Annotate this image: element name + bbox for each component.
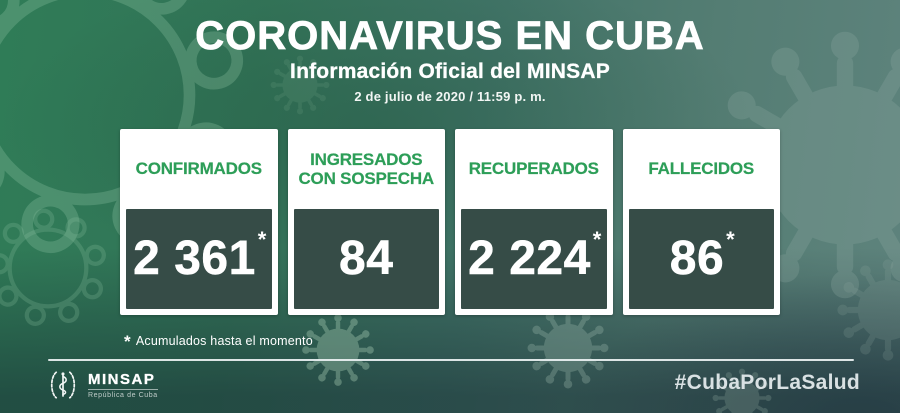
stat-label: CONFIRMADOS <box>135 159 263 179</box>
stat-value: 2 224 <box>468 232 591 285</box>
stat-value: 84 <box>339 232 394 285</box>
minsap-wordmark: MINSAP <box>88 370 156 388</box>
page-title: CORONAVIRUS EN CUBA <box>195 14 705 59</box>
hashtag-cuba-por-la-salud: #CubaPorLaSalud <box>674 371 860 394</box>
minsap-emblem-icon <box>50 371 76 399</box>
stat-card-recuperados: RECUPERADOS 2 224 * <box>455 129 613 315</box>
stat-card-confirmados: CONFIRMADOS 2 361 * <box>120 129 278 315</box>
report-date: 2 de julio de 2020 / 11:59 p. m. <box>354 89 546 104</box>
stat-card-ingresados: INGRESADOS CON SOSPECHA 84 <box>287 129 445 315</box>
stat-panel: 2 361 * <box>126 209 272 309</box>
stats-row: CONFIRMADOS 2 361 * INGRESADOS CON SOSPEC… <box>120 129 780 315</box>
stat-panel: 2 224 * <box>461 209 607 309</box>
minsap-logo-subtext: República de Cuba <box>88 391 158 399</box>
page-subtitle: Información Oficial del MINSAP <box>290 60 610 83</box>
footnote-asterisk: * <box>124 332 131 351</box>
stat-card-fallecidos: FALLECIDOS 86 * <box>622 129 780 315</box>
stat-label: FALLECIDOS <box>648 159 755 179</box>
minsap-logo-text: MINSAP República de Cuba <box>88 370 158 399</box>
stat-value: 2 361 <box>133 232 256 285</box>
stat-panel: 84 <box>293 209 439 309</box>
stat-value: 86 <box>669 232 725 285</box>
stat-label: RECUPERADOS <box>468 159 599 179</box>
footnote-text: Acumulados hasta el momento <box>135 334 313 348</box>
stat-label: INGRESADOS CON SOSPECHA <box>298 149 434 188</box>
stat-panel: 86 * <box>628 209 774 309</box>
minsap-logo-rule <box>88 388 158 390</box>
minsap-logo: MINSAP República de Cuba <box>46 368 158 402</box>
footer-divider <box>48 359 854 361</box>
footnote: * Acumulados hasta el momento <box>124 332 313 351</box>
